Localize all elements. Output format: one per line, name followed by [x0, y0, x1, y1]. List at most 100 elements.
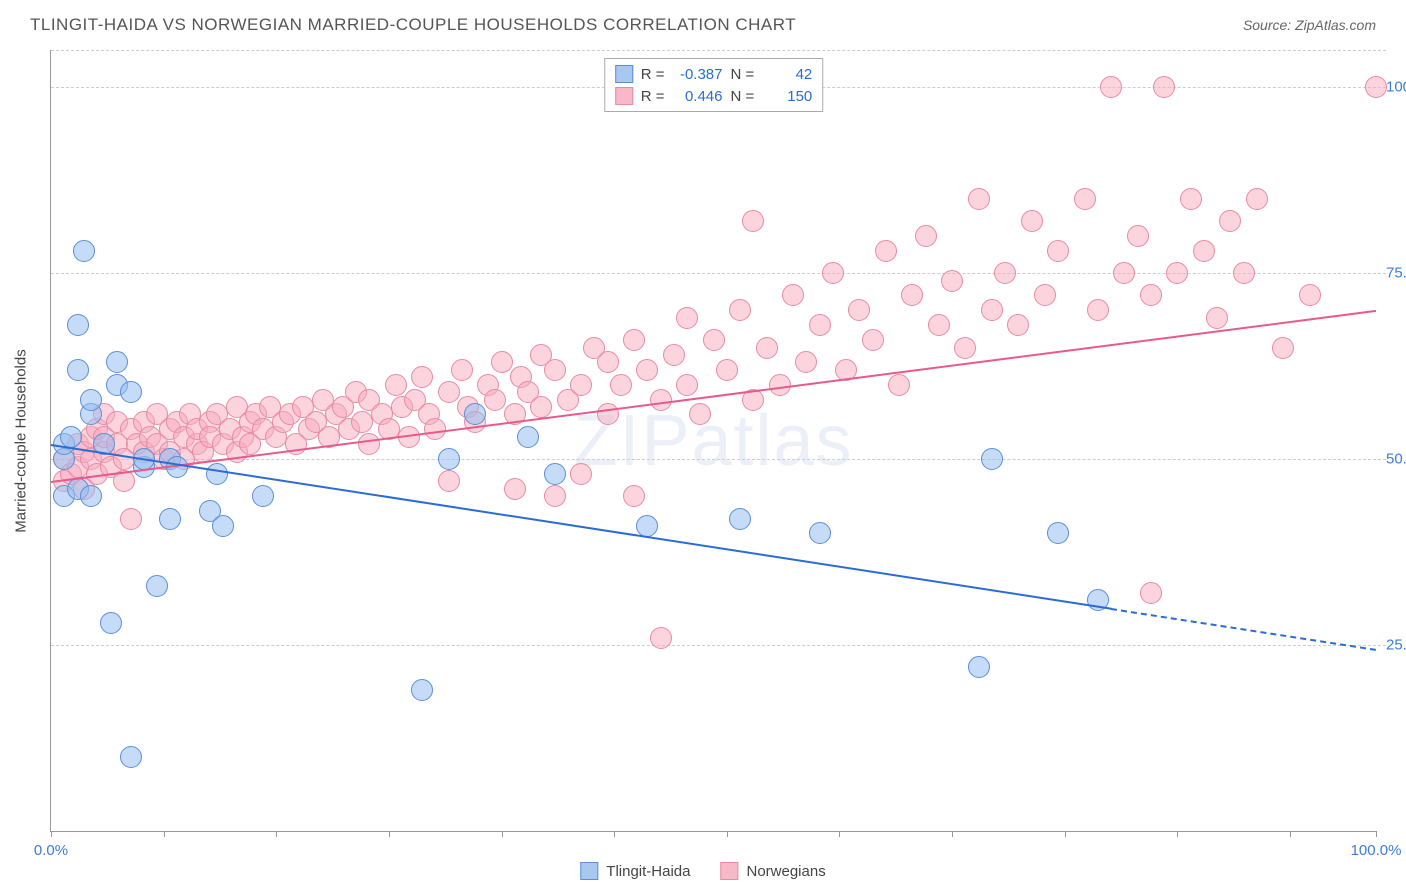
- scatter-point-pink: [544, 359, 566, 381]
- chart-plot-area: Married-couple Households ZIPatlas 25.0%…: [50, 50, 1376, 832]
- scatter-point-pink: [597, 403, 619, 425]
- scatter-point-blue: [438, 448, 460, 470]
- scatter-point-pink: [915, 225, 937, 247]
- ytick-label: 75.0%: [1386, 265, 1406, 282]
- chart-title: TLINGIT-HAIDA VS NORWEGIAN MARRIED-COUPL…: [30, 15, 796, 35]
- scatter-point-pink: [438, 470, 460, 492]
- scatter-point-pink: [491, 351, 513, 373]
- scatter-point-pink: [1365, 76, 1387, 98]
- scatter-point-pink: [1047, 240, 1069, 262]
- r-value-pink: 0.446: [673, 88, 723, 105]
- gridline: [51, 459, 1386, 460]
- scatter-point-blue: [159, 508, 181, 530]
- xtick: [51, 831, 52, 837]
- scatter-point-pink: [994, 262, 1016, 284]
- xtick: [1065, 831, 1066, 837]
- bottom-legend: Tlingit-Haida Norwegians: [580, 862, 825, 880]
- scatter-point-pink: [438, 381, 460, 403]
- stats-row-blue: R = -0.387 N = 42: [615, 63, 813, 85]
- scatter-point-pink: [570, 463, 592, 485]
- xtick: [502, 831, 503, 837]
- scatter-point-blue: [252, 485, 274, 507]
- scatter-point-blue: [968, 656, 990, 678]
- scatter-point-pink: [1034, 284, 1056, 306]
- scatter-point-blue: [106, 351, 128, 373]
- scatter-point-pink: [689, 403, 711, 425]
- scatter-point-pink: [981, 299, 1003, 321]
- xtick: [839, 831, 840, 837]
- legend-swatch-blue: [580, 862, 598, 880]
- xtick: [614, 831, 615, 837]
- scatter-point-pink: [742, 210, 764, 232]
- scatter-point-blue: [67, 359, 89, 381]
- scatter-point-blue: [464, 403, 486, 425]
- scatter-point-blue: [729, 508, 751, 530]
- scatter-point-pink: [1007, 314, 1029, 336]
- r-label: R =: [641, 66, 665, 83]
- scatter-point-blue: [146, 575, 168, 597]
- xtick: [1177, 831, 1178, 837]
- scatter-point-pink: [504, 478, 526, 500]
- scatter-point-blue: [981, 448, 1003, 470]
- scatter-point-pink: [822, 262, 844, 284]
- xtick: [276, 831, 277, 837]
- scatter-point-blue: [411, 679, 433, 701]
- scatter-point-pink: [1140, 284, 1162, 306]
- scatter-point-pink: [703, 329, 725, 351]
- xtick: [164, 831, 165, 837]
- scatter-point-pink: [1127, 225, 1149, 247]
- scatter-point-pink: [623, 485, 645, 507]
- scatter-point-pink: [530, 396, 552, 418]
- scatter-point-pink: [1087, 299, 1109, 321]
- r-value-blue: -0.387: [673, 66, 723, 83]
- scatter-point-pink: [1272, 337, 1294, 359]
- scatter-point-pink: [928, 314, 950, 336]
- scatter-point-blue: [73, 240, 95, 262]
- scatter-point-pink: [1206, 307, 1228, 329]
- scatter-point-pink: [484, 389, 506, 411]
- scatter-point-blue: [212, 515, 234, 537]
- scatter-point-pink: [597, 351, 619, 373]
- scatter-point-pink: [941, 270, 963, 292]
- scatter-point-pink: [1113, 262, 1135, 284]
- xtick: [389, 831, 390, 837]
- scatter-point-pink: [795, 351, 817, 373]
- ytick-label: 100.0%: [1386, 79, 1406, 96]
- scatter-point-blue: [80, 485, 102, 507]
- scatter-point-pink: [954, 337, 976, 359]
- scatter-point-blue: [120, 746, 142, 768]
- gridline: [51, 645, 1386, 646]
- scatter-point-pink: [1140, 582, 1162, 604]
- scatter-point-pink: [663, 344, 685, 366]
- ytick-label: 50.0%: [1386, 451, 1406, 468]
- r-label: R =: [641, 88, 665, 105]
- scatter-point-blue: [80, 389, 102, 411]
- scatter-point-blue: [67, 314, 89, 336]
- scatter-point-pink: [623, 329, 645, 351]
- scatter-point-pink: [451, 359, 473, 381]
- scatter-point-blue: [636, 515, 658, 537]
- scatter-point-pink: [1233, 262, 1255, 284]
- scatter-point-pink: [1193, 240, 1215, 262]
- scatter-point-pink: [1219, 210, 1241, 232]
- xtick-label: 100.0%: [1351, 842, 1402, 859]
- n-value-pink: 150: [762, 88, 812, 105]
- legend-label-pink: Norwegians: [746, 863, 825, 880]
- scatter-point-pink: [901, 284, 923, 306]
- scatter-point-blue: [544, 463, 566, 485]
- scatter-point-pink: [729, 299, 751, 321]
- n-value-blue: 42: [762, 66, 812, 83]
- swatch-pink: [615, 87, 633, 105]
- scatter-point-pink: [570, 374, 592, 396]
- correlation-stats-box: R = -0.387 N = 42 R = 0.446 N = 150: [604, 58, 824, 112]
- scatter-point-pink: [1246, 188, 1268, 210]
- scatter-point-pink: [848, 299, 870, 321]
- scatter-point-blue: [809, 522, 831, 544]
- scatter-point-pink: [351, 411, 373, 433]
- scatter-point-pink: [636, 359, 658, 381]
- scatter-point-pink: [968, 188, 990, 210]
- legend-swatch-pink: [720, 862, 738, 880]
- scatter-point-pink: [385, 374, 407, 396]
- scatter-point-pink: [769, 374, 791, 396]
- legend-item-pink: Norwegians: [720, 862, 825, 880]
